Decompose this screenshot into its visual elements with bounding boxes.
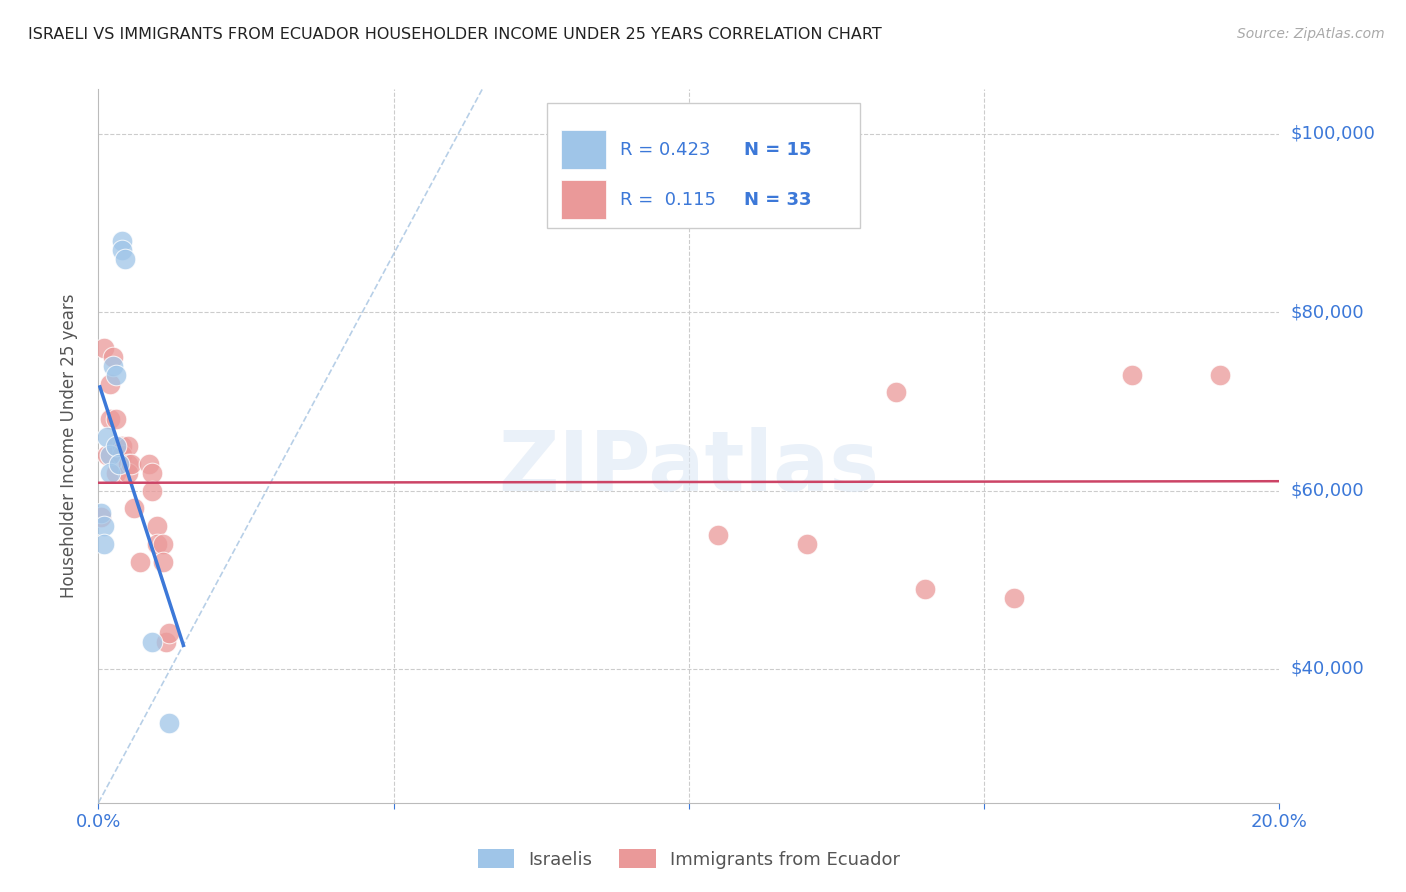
Text: N = 33: N = 33	[744, 191, 811, 209]
Point	[707, 528, 730, 542]
Point	[114, 252, 136, 266]
Text: $100,000: $100,000	[1291, 125, 1375, 143]
Point	[141, 635, 163, 649]
Point	[98, 412, 121, 426]
Point	[1209, 368, 1232, 382]
Text: Source: ZipAtlas.com: Source: ZipAtlas.com	[1237, 27, 1385, 41]
Point	[152, 555, 174, 569]
Point	[105, 439, 128, 453]
Point	[103, 350, 125, 364]
Point	[96, 430, 118, 444]
Point	[138, 457, 160, 471]
Point	[105, 412, 128, 426]
FancyBboxPatch shape	[561, 180, 606, 219]
Point	[120, 457, 142, 471]
Text: $40,000: $40,000	[1291, 660, 1364, 678]
FancyBboxPatch shape	[547, 103, 860, 228]
Point	[157, 626, 180, 640]
Point	[105, 439, 128, 453]
Text: $80,000: $80,000	[1291, 303, 1364, 321]
Point	[111, 234, 134, 248]
Point	[796, 537, 818, 551]
Point	[96, 448, 118, 462]
Point	[141, 466, 163, 480]
Point	[122, 501, 145, 516]
Point	[157, 715, 180, 730]
Point	[128, 555, 150, 569]
Text: R =  0.115: R = 0.115	[620, 191, 717, 209]
Text: $60,000: $60,000	[1291, 482, 1364, 500]
Point	[98, 466, 121, 480]
Text: N = 15: N = 15	[744, 141, 811, 159]
Point	[152, 537, 174, 551]
Y-axis label: Householder Income Under 25 years: Householder Income Under 25 years	[59, 293, 77, 599]
Point	[1121, 368, 1143, 382]
Point	[105, 368, 128, 382]
Point	[111, 243, 134, 257]
Point	[914, 582, 936, 596]
Text: ISRAELI VS IMMIGRANTS FROM ECUADOR HOUSEHOLDER INCOME UNDER 25 YEARS CORRELATION: ISRAELI VS IMMIGRANTS FROM ECUADOR HOUSE…	[28, 27, 882, 42]
Point	[146, 537, 169, 551]
Point	[93, 341, 115, 355]
Point	[98, 376, 121, 391]
Point	[108, 457, 131, 471]
Point	[1002, 591, 1025, 605]
Point	[93, 537, 115, 551]
Point	[141, 483, 163, 498]
Point	[105, 466, 128, 480]
Point	[93, 519, 115, 533]
Point	[103, 359, 125, 373]
FancyBboxPatch shape	[561, 130, 606, 169]
Point	[884, 385, 907, 400]
Legend: Israelis, Immigrants from Ecuador: Israelis, Immigrants from Ecuador	[471, 842, 907, 876]
Point	[111, 439, 134, 453]
Point	[117, 457, 139, 471]
Text: R = 0.423: R = 0.423	[620, 141, 711, 159]
Point	[146, 519, 169, 533]
Text: ZIPatlas: ZIPatlas	[499, 427, 879, 508]
Point	[90, 506, 112, 520]
Point	[98, 448, 121, 462]
Point	[155, 635, 177, 649]
Point	[90, 510, 112, 524]
Point	[117, 466, 139, 480]
Point	[111, 448, 134, 462]
Point	[117, 439, 139, 453]
